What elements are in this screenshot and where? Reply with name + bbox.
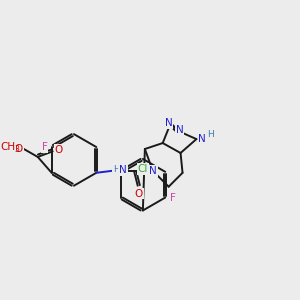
Text: N: N: [176, 125, 183, 135]
Text: F: F: [42, 142, 48, 152]
Text: N: N: [165, 117, 172, 127]
Text: O: O: [15, 144, 23, 154]
Text: O: O: [55, 145, 63, 155]
Text: F: F: [170, 193, 176, 202]
Text: O: O: [135, 189, 143, 199]
Text: H: H: [207, 130, 214, 139]
Text: 3: 3: [14, 146, 20, 154]
Text: CH: CH: [1, 142, 16, 152]
Text: Cl: Cl: [138, 164, 148, 174]
Text: N: N: [119, 165, 127, 175]
Text: N: N: [165, 118, 172, 128]
Text: N: N: [199, 134, 206, 144]
Text: N: N: [149, 166, 157, 176]
Text: H: H: [113, 165, 119, 174]
